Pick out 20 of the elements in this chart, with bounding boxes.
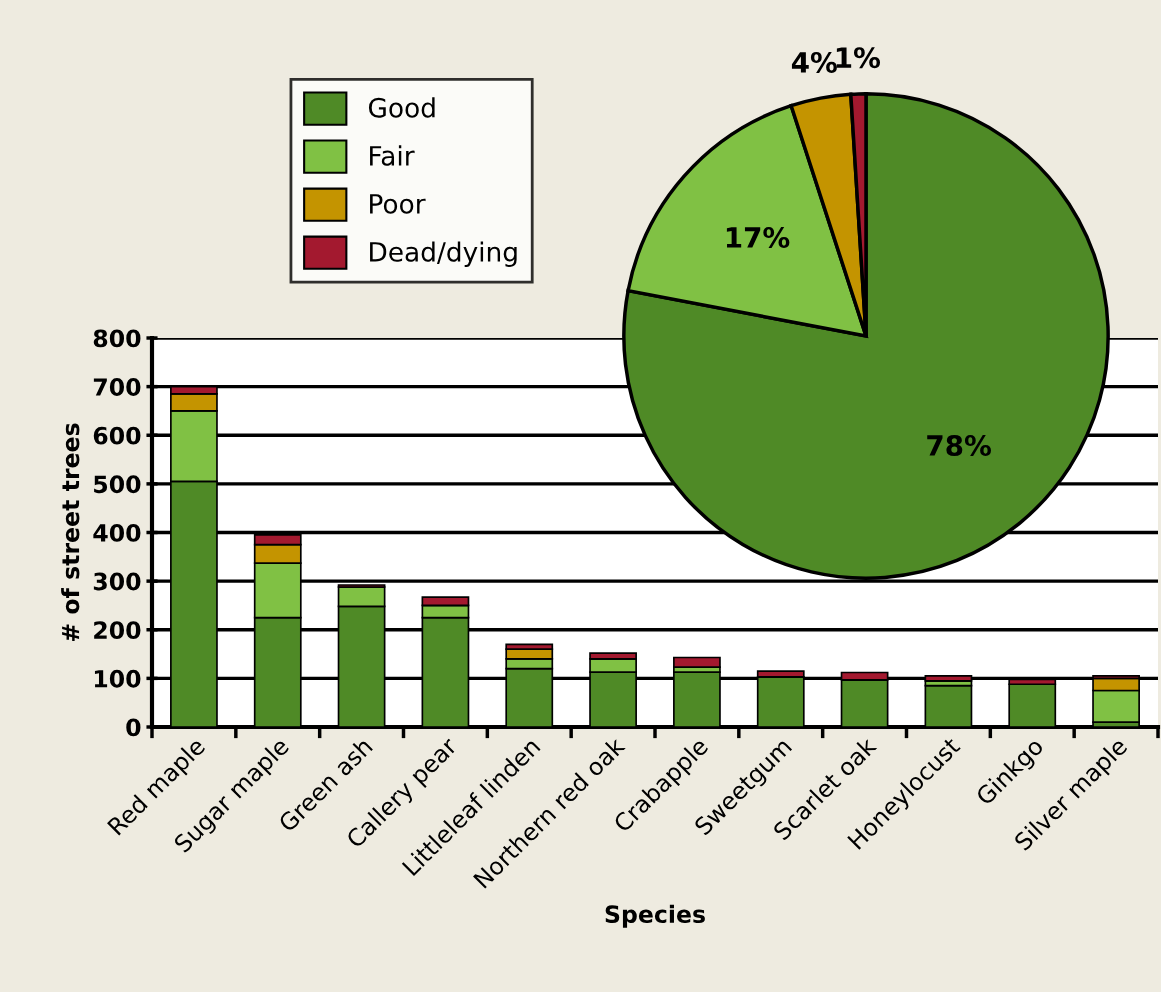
y-tick-label: 300 — [93, 572, 141, 591]
y-tick-label: 0 — [126, 718, 141, 737]
y-axis-title: # of street trees — [61, 423, 80, 642]
x-axis-title: Species — [605, 904, 705, 928]
y-tick-label: 500 — [94, 475, 141, 494]
legend-label: Good — [368, 97, 435, 118]
legend-label: Dead/dying — [370, 241, 517, 267]
data-label: 1% — [836, 47, 881, 69]
y-tick-label: 100 — [94, 669, 141, 688]
y-tick-label: 400 — [93, 523, 141, 542]
data-label: 78% — [927, 435, 991, 457]
legend-label: Fair — [370, 145, 415, 166]
y-tick-label: 800 — [93, 329, 141, 348]
y-tick-label: 200 — [94, 621, 141, 640]
legend-label: Poor — [370, 194, 426, 214]
data-label: 17% — [726, 226, 790, 248]
y-tick-label: 600 — [93, 426, 141, 445]
y-tick-label: 700 — [93, 378, 141, 396]
data-label: 4% — [791, 51, 837, 73]
bar — [673, 656, 721, 669]
